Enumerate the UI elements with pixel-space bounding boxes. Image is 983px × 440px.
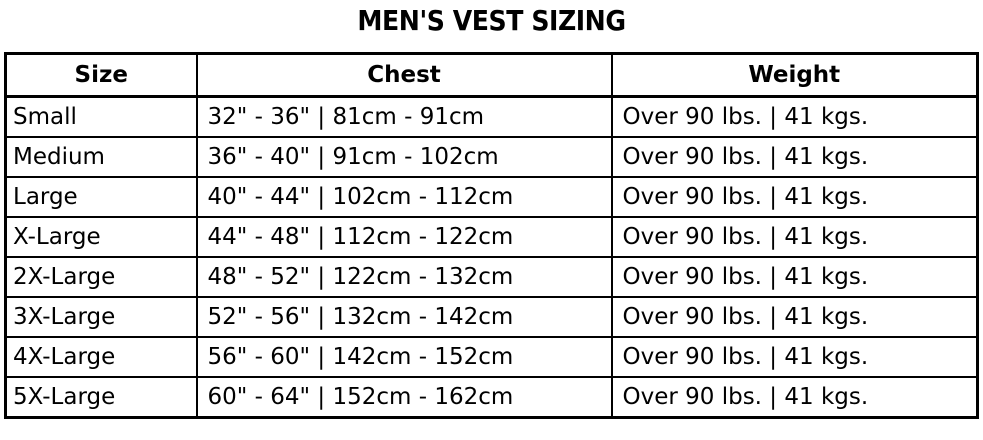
weight-cell: Over 90 lbs. | 41 kgs. bbox=[610, 376, 979, 419]
chest-cell: 60" - 64" | 152cm - 162cm bbox=[195, 376, 613, 419]
table-header-row: Size Chest Weight bbox=[4, 52, 979, 98]
table-row: 2X-Large 48" - 52" | 122cm - 132cm Over 90… bbox=[4, 256, 979, 298]
size-cell: 4X-Large bbox=[4, 336, 198, 378]
table-row: Medium 36" - 40" | 91cm - 102cm Over 90 lb… bbox=[4, 136, 979, 178]
sizing-table: Size Chest Weight Small 32" - 36" | 81cm … bbox=[4, 52, 979, 419]
table-row: X-Large 44" - 48" | 112cm - 122cm Over 90 … bbox=[4, 216, 979, 258]
chest-cell: 56" - 60" | 142cm - 152cm bbox=[195, 336, 613, 378]
table-row: Large 40" - 44" | 102cm - 112cm Over 90 lb… bbox=[4, 176, 979, 218]
chest-cell: 32" - 36" | 81cm - 91cm bbox=[195, 95, 613, 138]
table-row: 5X-Large 60" - 64" | 152cm - 162cm Over 90… bbox=[4, 376, 979, 419]
weight-cell: Over 90 lbs. | 41 kgs. bbox=[610, 136, 979, 178]
size-cell: Large bbox=[4, 176, 198, 218]
chest-cell: 48" - 52" | 122cm - 132cm bbox=[195, 256, 613, 298]
size-cell: 2X-Large bbox=[4, 256, 198, 298]
chest-cell: 36" - 40" | 91cm - 102cm bbox=[195, 136, 613, 178]
weight-cell: Over 90 lbs. | 41 kgs. bbox=[610, 296, 979, 338]
size-cell: Medium bbox=[4, 136, 198, 178]
weight-cell: Over 90 lbs. | 41 kgs. bbox=[610, 95, 979, 138]
chest-cell: 52" - 56" | 132cm - 142cm bbox=[195, 296, 613, 338]
weight-cell: Over 90 lbs. | 41 kgs. bbox=[610, 216, 979, 258]
weight-cell: Over 90 lbs. | 41 kgs. bbox=[610, 176, 979, 218]
size-cell: 5X-Large bbox=[4, 376, 198, 419]
page-title: MEN'S VEST SIZING bbox=[357, 4, 626, 37]
chest-cell: 40" - 44" | 102cm - 112cm bbox=[195, 176, 613, 218]
size-cell: Small bbox=[4, 95, 198, 138]
header-chest: Chest bbox=[195, 52, 613, 98]
weight-cell: Over 90 lbs. | 41 kgs. bbox=[610, 256, 979, 298]
table-row: Small 32" - 36" | 81cm - 91cm Over 90 lbs.… bbox=[4, 95, 979, 138]
chest-cell: 44" - 48" | 112cm - 122cm bbox=[195, 216, 613, 258]
size-cell: 3X-Large bbox=[4, 296, 198, 338]
table-row: 4X-Large 56" - 60" | 142cm - 152cm Over 90… bbox=[4, 336, 979, 378]
header-weight: Weight bbox=[610, 52, 979, 98]
table-row: 3X-Large 52" - 56" | 132cm - 142cm Over 90… bbox=[4, 296, 979, 338]
size-cell: X-Large bbox=[4, 216, 198, 258]
header-size: Size bbox=[4, 52, 198, 98]
weight-cell: Over 90 lbs. | 41 kgs. bbox=[610, 336, 979, 378]
